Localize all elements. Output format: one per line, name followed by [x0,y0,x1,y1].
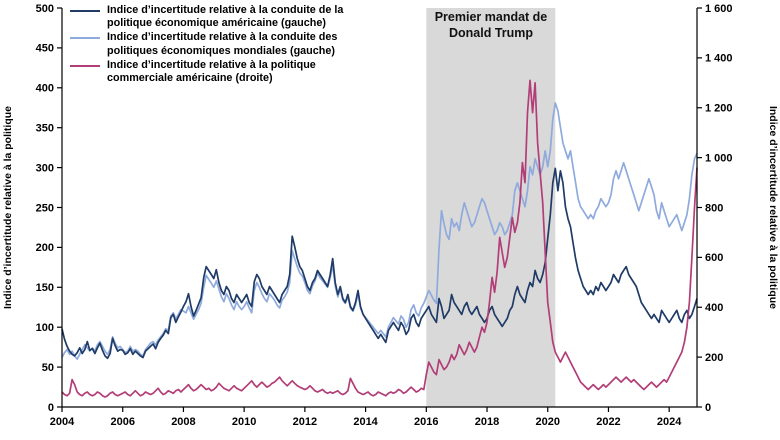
x-tick-label: 2024 [657,416,682,428]
y-right-axis-title: Indice d’incertitude relative à la polit… [767,106,779,309]
x-tick-label: 2004 [50,416,75,428]
y-right-tick-label: 1 400 [705,53,733,65]
legend-line-swatch-global-epu [70,37,100,40]
shaded-region-label: Premier mandat de Donald Trump [434,10,548,40]
y-right-tick-label: 1 000 [705,152,733,164]
x-tick-label: 2018 [475,416,499,428]
x-tick-label: 2014 [353,416,378,428]
x-tick-label: 2012 [293,416,317,428]
y-left-tick-label: 150 [36,282,54,294]
y-right-tick-label: 0 [705,402,711,414]
y-left-tick-label: 100 [36,322,54,334]
y-left-tick-label: 50 [42,362,54,374]
y-left-tick-label: 200 [36,242,54,254]
y-left-tick-label: 450 [36,43,54,55]
x-tick-label: 2020 [535,416,559,428]
legend-label-global-epu: Indice d’incertitude relative à la condu… [107,31,338,57]
x-tick-label: 2022 [596,416,620,428]
x-tick-label: 2008 [171,416,195,428]
series-line-global-epu [61,102,698,360]
legend-line-swatch-us-tpu [70,64,100,67]
legend-label-us-epu: Indice d’incertitude relative à la condu… [107,4,344,30]
y-left-tick-label: 300 [36,162,54,174]
y-right-tick-label: 600 [705,252,723,264]
y-right-tick-label: 400 [705,302,723,314]
shaded-region [426,8,556,407]
x-tick-label: 2010 [232,416,256,428]
legend-label-us-tpu: Indice d’incertitude relative à la polit… [107,58,316,84]
y-right-tick-label: 1 600 [705,3,733,15]
y-left-tick-label: 350 [36,123,54,135]
series-line-us-tpu [61,79,698,398]
legend-item-us-tpu: Indice d’incertitude relative à la polit… [70,59,359,85]
legend: Indice d’incertitude relative à la condu… [70,4,359,85]
x-tick-label: 2016 [414,416,438,428]
legend-line-swatch-us-epu [70,10,100,12]
y-right-tick-label: 1 200 [705,103,733,115]
legend-item-us-epu: Indice d’incertitude relative à la condu… [70,4,359,30]
y-left-tick-label: 500 [36,3,54,15]
y-left-tick-label: 400 [36,83,54,95]
y-left-axis-title: Indice d’incertitude relative à la polit… [2,106,14,309]
x-tick-label: 2006 [110,416,134,428]
legend-item-global-epu: Indice d’incertitude relative à la condu… [70,31,359,57]
series-line-us-epu [61,167,698,360]
y-left-tick-label: 250 [36,202,54,214]
y-right-tick-label: 200 [705,352,723,364]
y-left-tick-label: 0 [48,402,54,414]
y-right-tick-label: 800 [705,202,723,214]
